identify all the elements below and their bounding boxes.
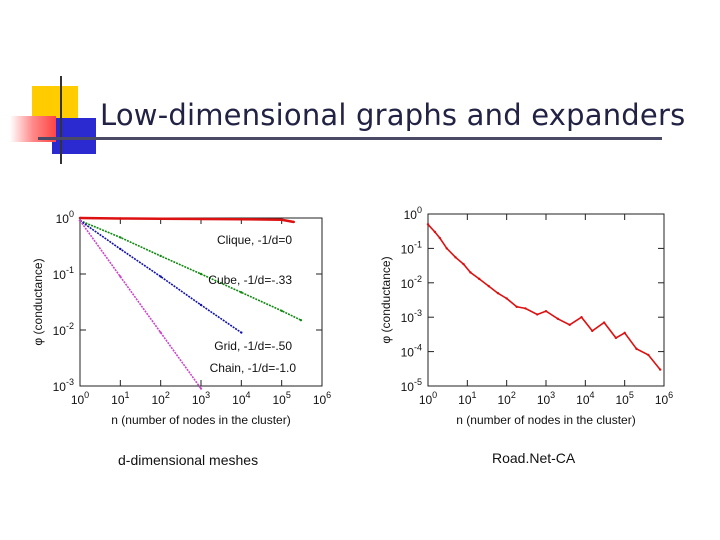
chart-left-svg: 100 101 102 103 104 105 106 100 10-1 10-2 10-3 n (n… (31, 209, 331, 427)
data-point (580, 316, 583, 319)
data-point (454, 256, 457, 259)
data-point (614, 336, 618, 340)
data-point (477, 277, 481, 281)
x-tick-label: 106 (313, 390, 331, 407)
data-point (159, 275, 162, 278)
legend-label: Cube, -1/d=-.33 (208, 273, 292, 287)
x-tick-label: 101 (111, 390, 129, 407)
data-point (119, 217, 122, 220)
data-point (280, 218, 283, 221)
data-point (240, 218, 243, 221)
series-line-4 (79, 220, 202, 390)
data-point (556, 317, 560, 320)
data-point (647, 353, 650, 357)
y-tick-label: 10-1 (401, 239, 422, 256)
y-tick-label: 100 (404, 206, 422, 222)
plot-frame (79, 217, 323, 387)
y-axis-label: φ (conductance) (379, 256, 393, 343)
data-point (433, 230, 437, 234)
x-tick-label: 101 (458, 390, 476, 407)
data-point (623, 331, 626, 335)
data-point (568, 323, 571, 327)
x-tick-label: 100 (71, 390, 89, 407)
data-point (78, 216, 82, 220)
slide-title: Low-dimensional graphs and expanders (100, 98, 686, 132)
data-point (426, 223, 430, 226)
data-point (159, 217, 162, 220)
legend-label: Chain, -1/d=-1.0 (210, 361, 297, 375)
caption-left: d-dimensional meshes (118, 452, 259, 468)
data-point (199, 387, 203, 390)
data-point (591, 329, 594, 333)
x-axis-label: n (number of nodes in the cluster) (111, 413, 290, 427)
x-axis-label: n (number of nodes in the cluster) (456, 413, 635, 427)
data-point (536, 313, 539, 316)
data-point (445, 247, 448, 250)
x-tick-label: 103 (192, 390, 210, 407)
y-tick-label: 10-4 (401, 343, 422, 360)
data-point (602, 321, 606, 324)
data-point (462, 262, 465, 266)
data-point (119, 247, 122, 251)
data-point (469, 271, 472, 274)
y-axis-label: φ (conductance) (31, 258, 45, 345)
legend-label: Clique, -1/d=0 (217, 233, 292, 247)
data-point (524, 307, 527, 310)
title-underline (38, 137, 662, 140)
caption-right: Road.Net-CA (492, 450, 576, 466)
y-tick-label: 100 (56, 210, 74, 226)
x-tick-label: 103 (537, 390, 555, 407)
data-point (199, 217, 203, 221)
y-tick-label: 10-3 (401, 308, 422, 325)
y-tick-label: 10-1 (53, 265, 74, 282)
chart-left-meshes: 100 101 102 103 104 105 106 100 10-1 10-2 10-3 n (n… (22, 209, 342, 442)
x-tick-label: 105 (272, 390, 290, 407)
data-point (240, 331, 243, 334)
x-tick-label: 104 (576, 390, 594, 407)
data-point (438, 236, 442, 240)
x-tick-label: 102 (497, 390, 515, 407)
x-tick-label: 102 (151, 390, 169, 407)
data-point (119, 275, 122, 278)
data-point (292, 220, 296, 224)
plot-frame (427, 213, 665, 387)
data-point (544, 309, 548, 313)
chart-right-svg: 100 101 102 103 104 105 106 100 10-1 10-2 10-3 10-4… (379, 205, 673, 427)
data-point (240, 291, 243, 294)
data-point (658, 368, 662, 371)
data-point (487, 284, 490, 288)
data-point (119, 236, 122, 239)
x-tick-label: 104 (232, 390, 250, 407)
data-point (299, 318, 303, 322)
legend-label: Grid, -1/d=-.50 (214, 339, 292, 353)
data-point (635, 347, 638, 351)
deco-blue-block (52, 118, 96, 154)
y-tick-label: 10-2 (53, 321, 74, 338)
x-tick-label: 106 (655, 390, 673, 407)
series-line-3 (79, 219, 242, 334)
chart-right-roadnet: 100 101 102 103 104 105 106 100 10-1 10-2 10-3 10-4… (366, 205, 688, 438)
data-point (199, 272, 203, 276)
data-point (78, 219, 82, 222)
data-point (199, 303, 203, 307)
data-point (159, 254, 162, 258)
data-point (496, 291, 500, 295)
deco-vertical-line (60, 76, 62, 164)
y-tick-label: 10-3 (53, 377, 74, 394)
data-point (505, 297, 508, 300)
y-tick-label: 10-5 (401, 377, 422, 394)
data-point (515, 305, 518, 309)
y-tick-label: 10-2 (401, 274, 422, 291)
x-tick-label: 100 (419, 390, 437, 407)
data-point (280, 309, 283, 313)
data-point (159, 331, 162, 334)
x-tick-label: 105 (615, 390, 633, 407)
